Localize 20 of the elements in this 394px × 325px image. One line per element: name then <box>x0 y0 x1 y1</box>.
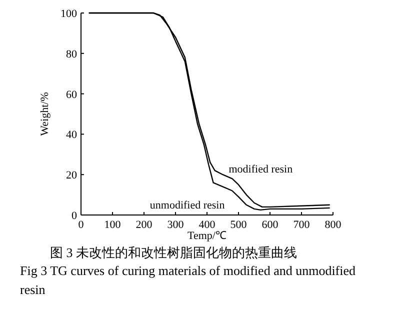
x-tick-label: 800 <box>324 219 342 231</box>
y-tick-label: 0 <box>72 210 78 222</box>
y-axis-title: Weight/% <box>39 92 51 136</box>
x-tick-label: 200 <box>136 219 153 231</box>
y-tick-label: 100 <box>60 8 78 20</box>
y-tick-label: 80 <box>66 48 78 60</box>
x-axis-title: Temp/℃ <box>188 230 226 242</box>
x-tick-label: 700 <box>293 219 310 231</box>
y-tick-label: 40 <box>66 129 78 142</box>
caption: 图 3 未改性的和改性树脂固化物的热重曲线 <box>49 244 298 262</box>
x-tick-label: 100 <box>104 219 122 231</box>
y-tick-label: 20 <box>66 170 78 182</box>
series-label: unmodified resin <box>150 200 226 212</box>
x-tick-label: 300 <box>167 219 184 231</box>
caption: Fig 3 TG curves of curing materials of modified and unmodified resin <box>19 262 357 299</box>
y-tick-label: 60 <box>66 88 78 101</box>
x-tick-label: 400 <box>198 219 216 231</box>
series-label: modified resin <box>228 164 294 176</box>
x-tick-label: 500 <box>230 219 248 231</box>
x-tick-label: 600 <box>262 219 279 231</box>
